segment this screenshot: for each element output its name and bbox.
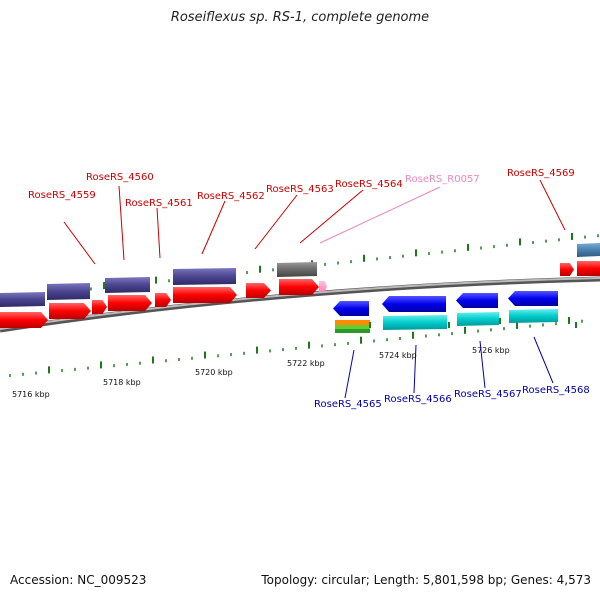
reverse-cds-arrow: [333, 301, 369, 316]
reverse-protein-bar: [509, 309, 558, 323]
gene-label: RoseRS_4559: [28, 190, 96, 201]
gene-features: [0, 243, 600, 333]
cds-arrow: [155, 293, 171, 307]
leader-line: [533, 336, 554, 384]
protein-bar: [47, 283, 90, 300]
cds-arrow: [0, 312, 48, 328]
scale-ticks-inner: [9, 316, 583, 378]
scale-label: 5720 kbp: [195, 368, 233, 377]
protein-bar: [105, 277, 150, 293]
leader-line: [156, 207, 161, 259]
gene-label: RoseRS_4565: [314, 399, 382, 410]
leader-line: [344, 349, 355, 399]
protein-bar: [0, 292, 45, 307]
gene-label: RoseRS_4561: [125, 198, 193, 209]
reverse-protein-bar: [457, 312, 499, 326]
gene-label: RoseRS_4569: [507, 168, 575, 179]
gene-labels: RoseRS_4559 RoseRS_4560 RoseRS_4561 RoseRS_…: [28, 168, 590, 410]
scale-label: 5722 kbp: [287, 359, 325, 368]
scale-label: 5724 kbp: [379, 351, 417, 360]
cds-arrow: [279, 279, 319, 295]
genome-title: Roseiflexus sp. RS-1, complete genome: [170, 10, 430, 25]
scale-label: 5716 kbp: [12, 390, 50, 399]
gene-label: RoseRS_4560: [86, 172, 154, 183]
leader-line: [479, 340, 486, 389]
cds-arrow: [246, 283, 271, 298]
gene-label: RoseRS_4562: [197, 191, 265, 202]
cds-arrow: [577, 261, 600, 276]
accession-text: Accession: NC_009523: [10, 573, 147, 587]
gene-label: RoseRS_4567: [454, 389, 522, 400]
leader-line: [413, 344, 417, 394]
scale-label: 5726 kbp: [472, 346, 510, 355]
leader-line: [299, 189, 364, 244]
scale-label: 5718 kbp: [103, 378, 141, 387]
cds-arrow: [173, 287, 237, 303]
gene-label: RoseRS_4564: [335, 179, 403, 190]
leader-line: [118, 185, 125, 261]
protein-bar-gray: [277, 262, 317, 277]
leader-line: [319, 186, 441, 244]
scale-labels: 5716 kbp 5718 kbp 5720 kbp 5722 kbp 5724 kbp…: [12, 346, 510, 399]
leader-line: [254, 194, 298, 250]
leader-line: [63, 221, 96, 265]
topology-text: Topology: circular; Length: 5,801,598 bp…: [261, 573, 591, 587]
feature-stripe: [335, 329, 370, 333]
feature-stripe: [335, 325, 370, 329]
cds-arrow: [49, 303, 91, 319]
gene-label: RoseRS_4566: [384, 394, 452, 405]
cds-arrow: [560, 263, 574, 276]
protein-bar-steel: [577, 243, 600, 257]
cds-arrow: [108, 295, 152, 311]
leader-line: [539, 179, 566, 231]
reverse-protein-bar: [383, 315, 447, 330]
protein-bar: [173, 268, 236, 285]
feature-stripe: [335, 320, 370, 325]
gene-label: RoseRS_4563: [266, 184, 334, 195]
rna-arrow: [319, 281, 327, 292]
gene-label: RoseRS_4568: [522, 385, 590, 396]
cds-arrow: [92, 300, 107, 314]
leader-line: [201, 200, 226, 255]
gene-label: RoseRS_R0057: [405, 174, 480, 185]
reverse-cds-arrow: [456, 293, 498, 308]
reverse-cds-arrow: [508, 291, 558, 306]
label-leaders: [63, 179, 566, 399]
reverse-cds-arrow: [382, 296, 446, 312]
